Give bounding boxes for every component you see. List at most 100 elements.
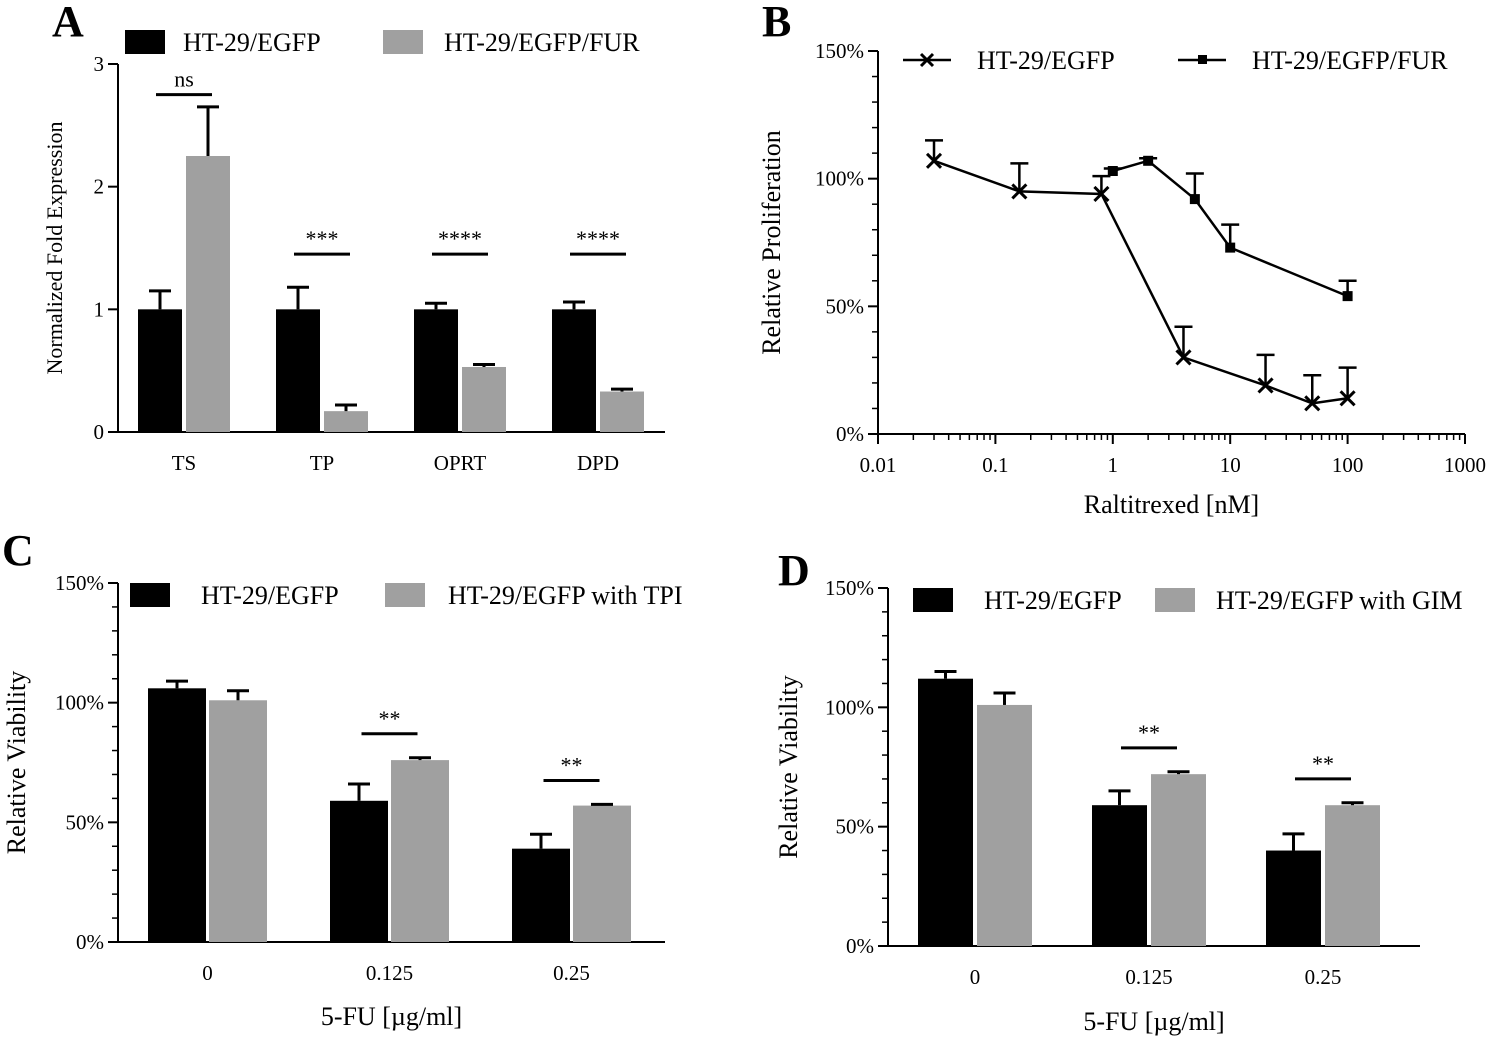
legend-marker-x [919,52,935,68]
significance-label: ** [561,752,583,777]
bar-black [148,688,206,942]
bar-gray [1325,805,1380,946]
data-point-square [1225,242,1236,253]
x-tick-label: 1000 [1444,453,1486,477]
panel-letter-d: D [778,546,810,595]
y-tick-label: 50% [826,294,865,318]
legend-marker-square [1198,55,1207,64]
bar-black [552,309,596,432]
bar-gray [573,805,631,942]
x-tick-label: 0.25 [553,961,590,985]
y-tick-label: 150% [55,571,104,595]
bar-black [414,309,458,432]
y-tick-label: 0% [76,930,104,954]
x-axis-label: Raltitrexed [nM] [1084,490,1259,519]
y-tick-label: 3 [94,52,105,76]
y-tick-label: 50% [836,815,875,839]
data-point-x [1304,395,1321,412]
x-tick-label: 0.1 [982,453,1008,477]
x-tick-label: 100 [1332,453,1364,477]
legend-swatch-gray [385,583,425,607]
x-axis-label: 5-FU [µg/ml] [1083,1007,1224,1036]
x-tick-label: OPRT [434,451,487,475]
bar-gray [186,156,230,432]
data-point-x [1011,183,1028,200]
data-point-square [1342,291,1353,302]
x-tick-label: 0 [202,961,213,985]
legend-label: HT-29/EGFP [977,46,1115,75]
legend-label: HT-29/EGFP [183,28,321,57]
bar-black [138,309,182,432]
significance-label: **** [576,226,620,251]
bar-gray [1151,774,1206,946]
data-point-square [1107,166,1118,177]
x-tick-label: 10 [1220,453,1241,477]
legend-label: HT-29/EGFP [201,581,339,610]
bar-gray [462,366,506,432]
bar-gray [391,760,449,942]
y-tick-label: 0% [846,934,874,958]
significance-label: ** [379,706,401,731]
data-point-x [1093,185,1110,203]
significance-label: ** [1312,751,1334,776]
legend-label: HT-29/EGFP with GIM [1216,586,1463,615]
legend-swatch-black [130,583,170,607]
panel-letter-c: C [2,526,34,575]
y-tick-label: 50% [66,810,105,834]
data-point-x [1257,377,1274,394]
bar-black [1092,805,1147,946]
bar-gray [600,391,644,432]
bar-gray [324,411,368,432]
legend-swatch-black [125,30,165,54]
y-tick-label: 100% [815,167,864,191]
x-tick-label: DPD [577,451,619,475]
legend-label: HT-29/EGFP [984,586,1122,615]
legend-swatch-gray [1155,588,1195,612]
panel-letter-b: B [762,0,791,46]
y-axis-label: Relative Proliferation [757,130,786,355]
bar-black [276,309,320,432]
significance-label: ** [1138,720,1160,745]
y-tick-label: 0% [836,422,864,446]
x-tick-label: TS [172,451,197,475]
x-tick-label: 0.125 [1125,965,1172,989]
y-axis-label: Relative Viability [774,675,803,859]
panel-letter-a: A [52,0,84,46]
y-tick-label: 100% [55,691,104,715]
data-point-square [1189,194,1200,205]
bar-black [330,800,388,942]
x-tick-label: TP [310,451,335,475]
legend-label: HT-29/EGFP with TPI [448,581,683,610]
data-point-x [925,152,943,169]
significance-label: *** [306,226,339,251]
y-tick-label: 150% [815,39,864,63]
legend-label: HT-29/EGFP/FUR [1252,46,1448,75]
legend-label: HT-29/EGFP/FUR [444,28,640,57]
data-point-x [1339,390,1356,407]
bar-black [1266,850,1321,946]
series-line-egfp [933,159,1348,405]
y-tick-label: 150% [825,576,874,600]
bar-black [512,848,570,942]
x-tick-label: 0 [970,965,981,989]
x-tick-label: 0.01 [860,453,897,477]
x-tick-label: 0.25 [1305,965,1342,989]
bar-black [918,678,973,946]
x-tick-label: 1 [1108,453,1119,477]
significance-label: ns [174,67,194,92]
bar-gray [977,704,1032,946]
x-axis-label: 5-FU [µg/ml] [321,1002,462,1031]
y-tick-label: 0 [94,420,105,444]
legend-swatch-black [913,588,953,612]
significance-label: **** [438,226,482,251]
x-tick-label: 0.125 [366,961,413,985]
data-point-x [1175,349,1192,366]
y-axis-label: Normalized Fold Expression [42,122,67,375]
data-point-square [1143,155,1154,166]
y-tick-label: 1 [94,297,105,321]
bar-gray [209,700,267,942]
y-axis-label: Relative Viability [2,671,31,855]
legend-swatch-gray [383,30,423,54]
y-tick-label: 2 [94,175,105,199]
